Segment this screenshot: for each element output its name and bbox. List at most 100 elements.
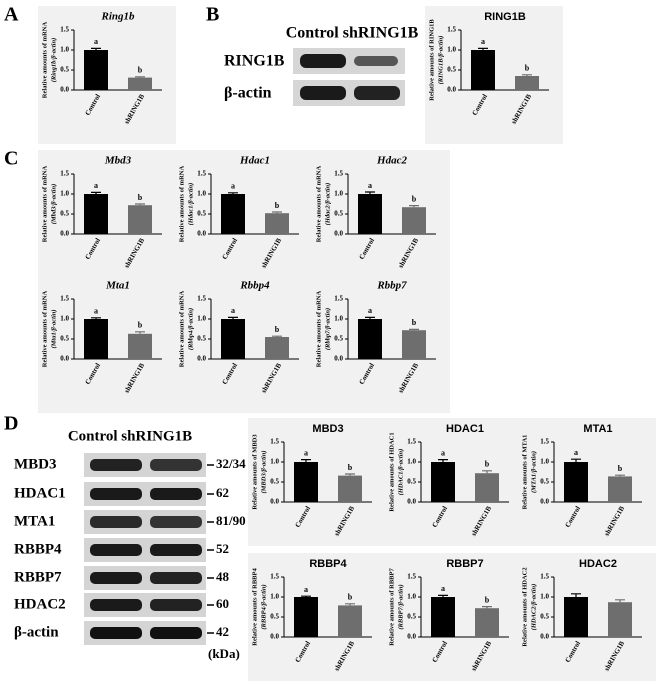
y-axis-label: Relative amounts of mRNA bbox=[41, 291, 48, 368]
y-tick-label: 0.0 bbox=[197, 355, 206, 363]
significance-letter: b bbox=[618, 464, 623, 473]
error-bar bbox=[228, 316, 238, 319]
y-axis-label: (Ring1b/β-actin) bbox=[50, 38, 57, 83]
bar bbox=[338, 475, 362, 502]
y-tick-label: 1.5 bbox=[540, 438, 549, 446]
y-axis-label: Relative amounts of mRNA bbox=[178, 166, 185, 243]
y-axis-label: (Mbd3/β-actin) bbox=[50, 184, 57, 225]
bar bbox=[265, 213, 289, 234]
y-tick-label: 0.5 bbox=[407, 478, 416, 486]
y-tick-label: 0.0 bbox=[407, 498, 416, 506]
bar bbox=[402, 207, 426, 234]
y-tick-label: 1.5 bbox=[60, 170, 69, 178]
band bbox=[150, 544, 202, 556]
chart-title: RBBP4 bbox=[309, 558, 347, 570]
y-tick-label: 0.0 bbox=[197, 230, 206, 238]
size-label: 42 bbox=[216, 624, 229, 639]
bar bbox=[564, 597, 588, 637]
bar bbox=[431, 597, 455, 637]
y-tick-label: 0.0 bbox=[334, 230, 343, 238]
error-bar bbox=[571, 458, 581, 462]
y-tick-label: 0.5 bbox=[60, 335, 69, 343]
band bbox=[90, 627, 142, 639]
y-axis-label: (RBBP4/β-actin) bbox=[260, 584, 267, 629]
significance-letter: b bbox=[412, 318, 417, 327]
blot-header: Control shRING1B bbox=[286, 25, 419, 42]
y-tick-label: 0.0 bbox=[407, 633, 416, 641]
band bbox=[150, 627, 202, 639]
y-tick-label: 1.0 bbox=[540, 458, 549, 466]
blot-d bbox=[84, 453, 206, 645]
error-bar bbox=[409, 328, 419, 331]
significance-letter: a bbox=[94, 307, 98, 316]
significance-letter: b bbox=[275, 201, 280, 210]
y-axis-label: (Rbbp4/β-actin) bbox=[187, 308, 194, 350]
y-axis-label: Relative amounts of RING1B bbox=[428, 19, 435, 101]
y-tick-label: 0.5 bbox=[270, 613, 279, 621]
y-tick-label: 1.5 bbox=[60, 26, 69, 34]
band bbox=[90, 599, 142, 611]
y-axis-label: Relative amounts of RBBP4 bbox=[251, 568, 258, 646]
bar bbox=[128, 205, 152, 234]
bar bbox=[402, 330, 426, 359]
significance-letter: a bbox=[304, 448, 308, 457]
y-axis-label: (Hdac2/β-actin) bbox=[324, 183, 331, 226]
y-tick-label: 1.0 bbox=[60, 46, 69, 54]
y-tick-label: 1.0 bbox=[60, 315, 69, 323]
size-label: 32/34 bbox=[216, 456, 246, 471]
blot-row-label: MBD3 bbox=[14, 456, 57, 472]
y-axis-label: (HDAC1/β-actin) bbox=[397, 449, 404, 496]
error-bar bbox=[438, 594, 448, 597]
y-tick-label: 1.5 bbox=[447, 26, 456, 34]
error-bar bbox=[272, 335, 282, 337]
error-bar bbox=[345, 473, 355, 476]
significance-letter: a bbox=[441, 448, 445, 457]
bar bbox=[128, 77, 152, 90]
bar bbox=[358, 319, 382, 359]
y-tick-label: 1.0 bbox=[407, 593, 416, 601]
y-tick-label: 0.0 bbox=[540, 633, 549, 641]
band bbox=[150, 459, 202, 471]
bar bbox=[265, 337, 289, 359]
size-label: 62 bbox=[216, 485, 229, 500]
y-axis-label: Relative amounts of mRNA bbox=[178, 291, 185, 368]
y-axis-label: Relative amounts of MTA1 bbox=[521, 435, 528, 510]
chart-title: Mta1 bbox=[105, 280, 130, 292]
y-tick-label: 1.0 bbox=[270, 458, 279, 466]
error-bar bbox=[301, 459, 311, 462]
significance-letter: b bbox=[348, 463, 353, 472]
bar bbox=[564, 462, 588, 502]
panel-label: A bbox=[4, 4, 19, 26]
blot-row-label: RING1B bbox=[224, 53, 285, 70]
size-label: 60 bbox=[216, 596, 229, 611]
y-tick-label: 1.0 bbox=[334, 315, 343, 323]
band bbox=[90, 488, 142, 500]
error-bar bbox=[91, 317, 101, 319]
blot-row-label: HDAC2 bbox=[14, 596, 66, 612]
bar bbox=[475, 608, 499, 637]
blot-row-label: HDAC1 bbox=[14, 485, 66, 501]
chart-title: Rbbp4 bbox=[239, 280, 270, 292]
y-tick-label: 1.5 bbox=[270, 438, 279, 446]
bar bbox=[84, 319, 108, 359]
y-tick-label: 0.5 bbox=[447, 66, 456, 74]
y-axis-label: (Rbbp7/β-actin) bbox=[324, 308, 331, 350]
y-tick-label: 1.0 bbox=[60, 190, 69, 198]
significance-letter: b bbox=[138, 66, 143, 75]
y-tick-label: 0.0 bbox=[540, 498, 549, 506]
significance-letter: b bbox=[138, 193, 143, 202]
error-bar bbox=[228, 192, 238, 194]
significance-letter: a bbox=[441, 584, 445, 593]
y-tick-label: 0.5 bbox=[334, 210, 343, 218]
bar bbox=[358, 194, 382, 234]
panel-label: B bbox=[206, 4, 219, 26]
y-tick-label: 0.5 bbox=[197, 210, 206, 218]
error-bar bbox=[135, 331, 145, 334]
y-tick-label: 1.5 bbox=[407, 438, 416, 446]
y-tick-label: 1.5 bbox=[407, 573, 416, 581]
y-tick-label: 1.5 bbox=[334, 295, 343, 303]
error-bar bbox=[365, 316, 375, 319]
significance-letter: a bbox=[368, 306, 372, 315]
y-tick-label: 0.5 bbox=[60, 66, 69, 74]
band bbox=[150, 488, 202, 500]
